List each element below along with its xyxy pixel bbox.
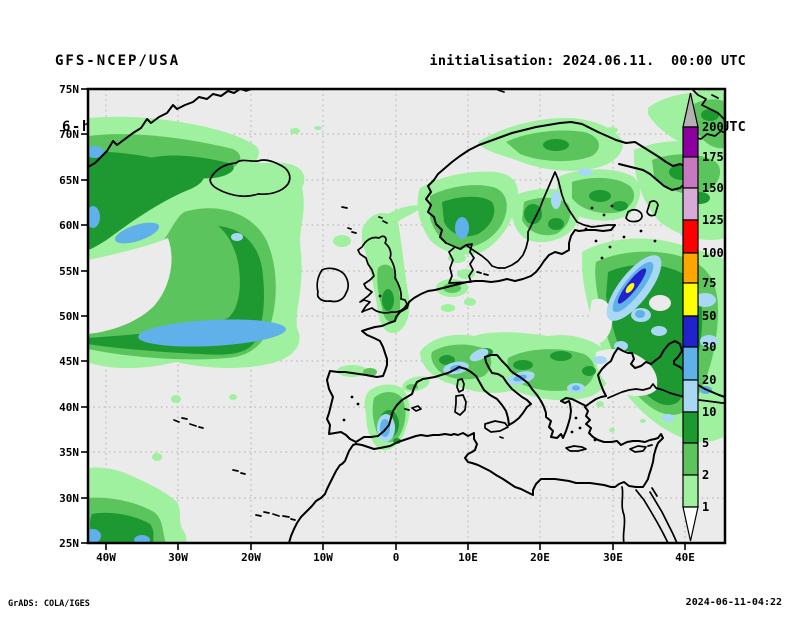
turkey-north-coast (607, 383, 725, 404)
crete (565, 445, 587, 452)
lat-label: 30N (59, 492, 79, 505)
corsica (456, 378, 465, 393)
lon-label: 10W (313, 551, 333, 564)
lat-label: 60N (59, 219, 79, 232)
colorbar-labels: 200 175 150 125 100 75 50 30 20 10 5 2 1 (702, 120, 724, 514)
ireland-coast (316, 267, 350, 303)
lon-axis-labels: 40W 30W 20W 10W 0 10E 20E 30E 40E (96, 551, 695, 564)
colorbar-segment (682, 219, 699, 254)
lat-label: 45N (59, 355, 79, 368)
colorbar-label: 20 (702, 373, 716, 387)
coastline-layer (88, 89, 725, 543)
colorbar-segment (682, 156, 699, 189)
britain-coast (357, 235, 408, 314)
colorbar-segment (682, 474, 699, 508)
colorbar-label: 50 (702, 309, 716, 323)
lon-label: 20E (530, 551, 550, 564)
colorbar-label: 2 (702, 468, 709, 482)
colorbar-segment (682, 411, 699, 444)
lat-label: 50N (59, 310, 79, 323)
lon-label: 10E (458, 551, 478, 564)
lakes (625, 200, 659, 223)
colorbar-label: 100 (702, 246, 724, 260)
lat-label: 75N (59, 83, 79, 96)
lat-label: 25N (59, 537, 79, 550)
lon-label: 40E (675, 551, 695, 564)
colorbar-label: 30 (702, 340, 716, 354)
lon-label: 30W (168, 551, 188, 564)
colorbar-label: 200 (702, 120, 724, 134)
lat-label: 35N (59, 446, 79, 459)
lon-label: 30E (603, 551, 623, 564)
colorbar-segment (682, 442, 699, 476)
colorbar-label: 150 (702, 181, 724, 195)
colorbar-segment (682, 126, 699, 158)
lon-label: 40W (96, 551, 116, 564)
lat-label: 55N (59, 265, 79, 278)
lon-label: 0 (393, 551, 400, 564)
island-dots (173, 417, 504, 521)
cyprus (629, 444, 653, 453)
colorbar-segment (682, 379, 699, 413)
colorbar-segment (682, 252, 699, 284)
europe-atlantic-med-coast (326, 224, 725, 443)
colorbar-label: 5 (702, 436, 709, 450)
model-title: GFS-NCEP/USA (55, 53, 181, 69)
aegean-africa-coast (288, 406, 664, 543)
lat-label: 40N (59, 401, 79, 414)
lat-axis-labels: 75N 70N 65N 60N 55N 50N 45N 40N 35N 30N … (59, 83, 79, 550)
colorbar-segment (682, 282, 699, 317)
nile-river (621, 486, 626, 543)
colorbar-label: 175 (702, 150, 724, 164)
creation-timestamp: 2024-06-11-04:22 (685, 597, 782, 608)
sicily (484, 420, 509, 433)
colorbar-label: 10 (702, 405, 716, 419)
colorbar: 200 175 150 125 100 75 50 30 20 10 5 2 1 (682, 92, 724, 542)
denmark-coast (448, 243, 489, 284)
colorbar-segment (682, 346, 699, 381)
sardinia (454, 394, 467, 416)
colorbar-label: 1 (702, 500, 709, 514)
axis-ticks (81, 88, 686, 550)
lat-label: 70N (59, 128, 79, 141)
balearics (404, 405, 422, 412)
lon-label: 20W (241, 551, 261, 564)
colorbar-segment (682, 187, 699, 221)
colorbar-underflow-tail (682, 506, 699, 542)
baltic-coast (445, 171, 616, 269)
lake-specks (342, 204, 657, 442)
scandinavia-coast (425, 121, 691, 244)
iceland-coast (209, 159, 291, 198)
greenland-coast (88, 89, 241, 168)
colorbar-segment (682, 315, 699, 348)
init-time: initialisation: 2024.06.11. 00:00 UTC (429, 53, 746, 69)
colorbar-label: 75 (702, 276, 716, 290)
lat-label: 65N (59, 174, 79, 187)
colorbar-label: 125 (702, 213, 724, 227)
red-sea-lines (635, 487, 678, 543)
grads-credit: GrADS: COLA/IGES (8, 599, 90, 609)
